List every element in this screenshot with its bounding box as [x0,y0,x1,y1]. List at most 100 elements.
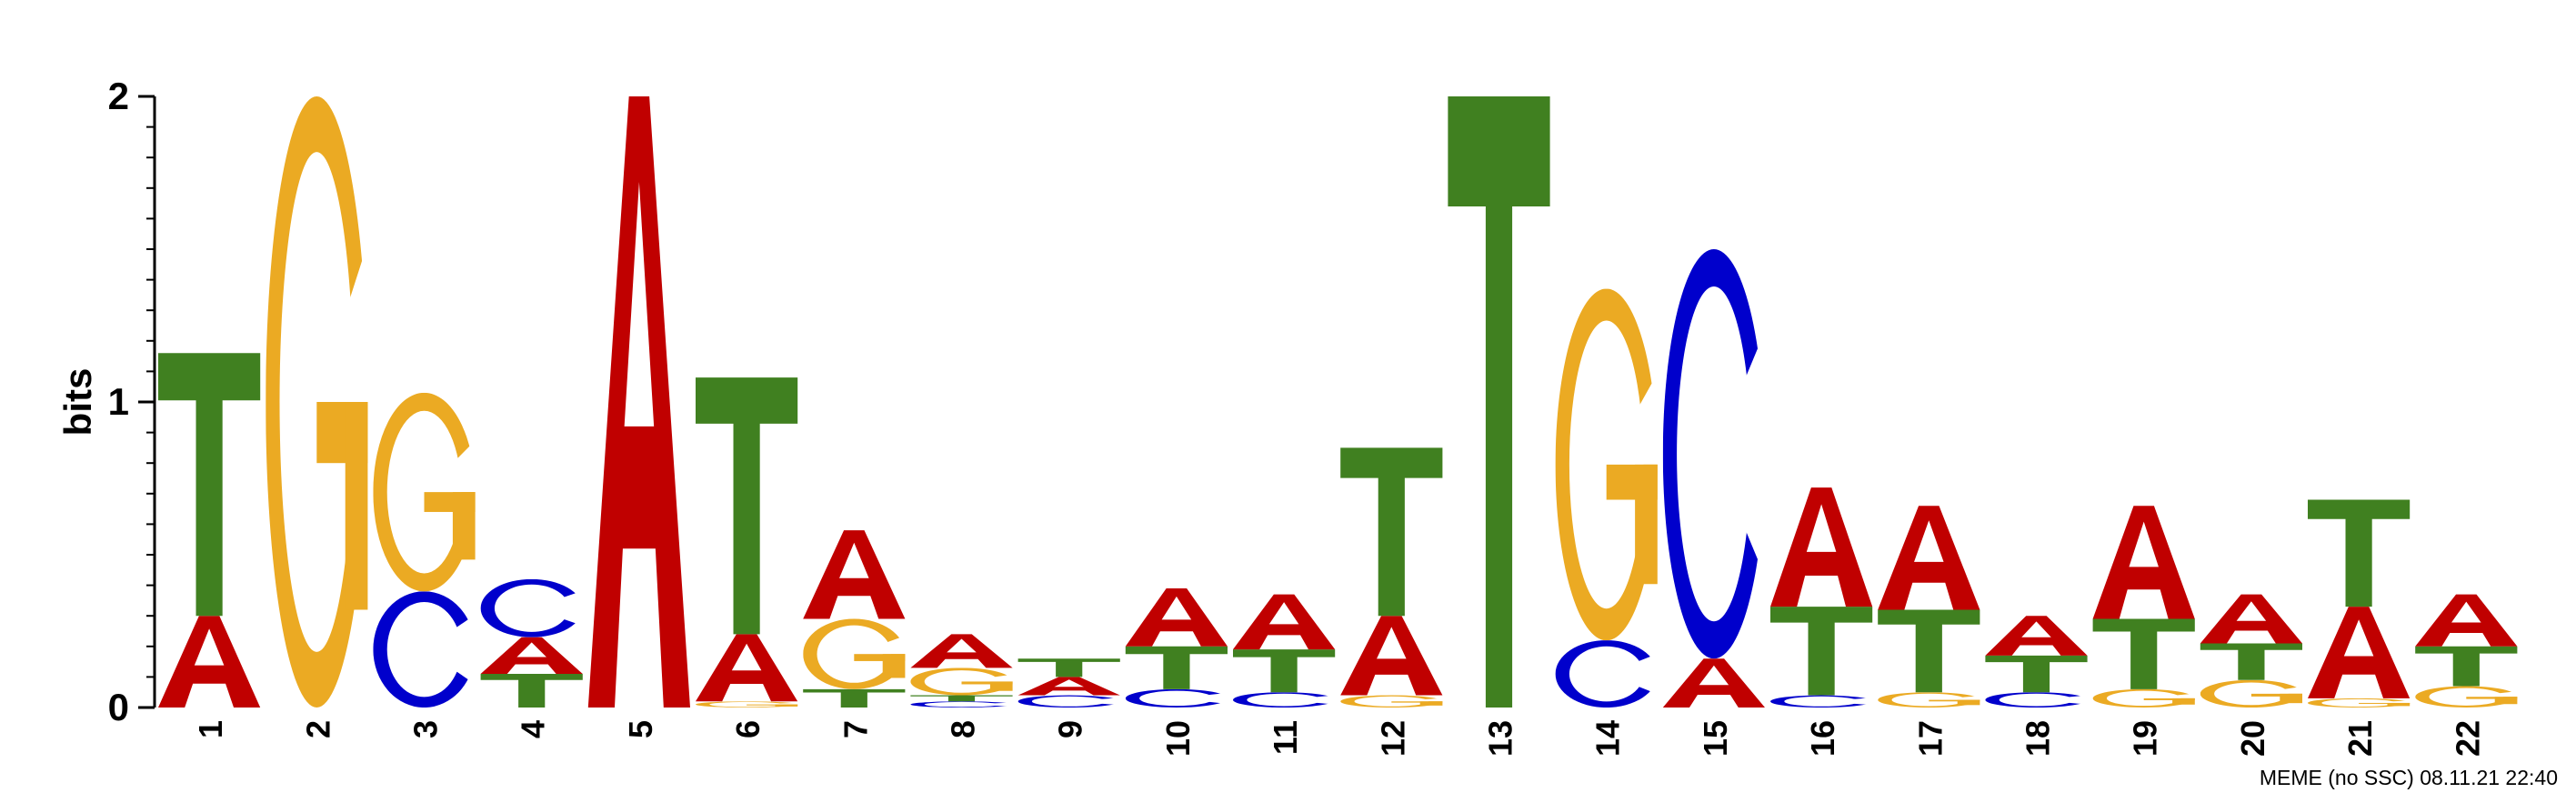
letter-T [910,695,1013,702]
letter-A [803,530,906,619]
x-tick-label: 14 [1589,720,1627,757]
x-tick-label: 16 [1804,720,1841,757]
x-tick-label: 5 [622,720,659,738]
letter-G [2092,688,2195,708]
letter-T [696,377,798,635]
x-tick-label: 6 [729,720,767,738]
position-6-stack [696,377,798,708]
y-axis: 0 1 2 bits [56,75,156,728]
letter-G [1340,695,1443,708]
letter-G [373,392,476,592]
y-tick-label: 2 [108,75,129,117]
x-tick-label: 3 [407,720,445,738]
letter-T [2092,618,2195,689]
y-tick-label: 0 [108,686,129,728]
letter-G [910,667,1013,696]
position-14-stack [1555,288,1658,708]
letter-C [1555,640,1658,708]
position-19-stack [2092,506,2195,708]
x-tick-label: 17 [1911,720,1949,757]
position-3-stack [373,392,476,708]
letter-T [158,353,261,617]
letter-C [1985,692,2088,708]
letter-A [1662,658,1765,708]
position-16-stack [1770,487,1873,708]
letter-C [1233,692,1336,708]
position-5-stack [587,96,690,708]
letter-G [1555,288,1658,640]
letter-C [1662,249,1765,659]
letter-A [2200,594,2302,644]
x-tick-label: 7 [837,720,874,738]
letter-G [803,618,906,689]
x-tick-label: 13 [1482,720,1519,757]
letter-T [803,688,906,708]
letter-A [2092,506,2195,619]
letter-T [1233,649,1336,693]
position-17-stack [1878,506,1980,708]
letter-T [2200,643,2302,680]
letter-T [480,674,583,708]
letter-T [1770,607,1873,696]
letter-A [1233,594,1336,650]
position-15-stack [1662,249,1765,708]
letter-G [2200,679,2302,708]
letter-T [1878,609,1980,693]
letter-G [266,96,368,708]
position-12-stack [1340,447,1443,708]
letter-T [2308,499,2411,607]
letter-A [2308,607,2411,698]
letter-C [910,701,1013,708]
letter-T [1125,646,1228,689]
position-10-stack [1125,587,1228,708]
letter-T [2415,646,2518,687]
x-tick-label: 8 [945,720,982,738]
letter-A [1985,616,2088,656]
letter-A [2415,594,2518,647]
position-2-stack [266,96,368,708]
letter-A [910,634,1013,668]
x-tick-label: 22 [2449,720,2486,757]
letter-G [2308,698,2411,708]
x-tick-label: 12 [1374,720,1411,757]
position-18-stack [1985,616,2088,708]
letter-A [480,637,583,675]
position-13-stack [1448,96,1550,708]
position-11-stack [1233,594,1336,708]
x-tick-label: 20 [2234,720,2271,757]
position-1-stack [158,353,261,708]
position-8-stack [910,634,1013,708]
letter-A [1770,487,1873,607]
letter-A [1125,587,1228,647]
logo-stacks [158,96,2518,708]
letter-C [1017,695,1120,708]
position-20-stack [2200,594,2302,708]
y-tick-label: 1 [108,380,129,423]
x-tick-label: 21 [2341,720,2379,757]
x-tick-label: 4 [515,720,552,738]
letter-A [1340,616,1443,696]
letter-A [696,634,798,702]
x-tick-label: 9 [1052,720,1089,738]
letter-G [2415,686,2518,708]
position-21-stack [2308,499,2411,708]
letter-A [587,96,690,708]
letter-A [158,616,261,708]
x-tick-label: 1 [192,720,229,738]
letter-T [1340,447,1443,617]
x-axis-labels: 1 2 3 4 5 6 7 8 9 10 11 12 13 14 15 16 17 18 19 20 21 22 [192,720,2486,757]
credit-label: MEME (no SSC) 08.11.21 22:40 [2259,766,2558,789]
position-9-stack [1017,658,1120,708]
letter-T [1017,658,1120,678]
letter-C [373,591,476,708]
letter-C [480,578,583,637]
x-tick-label: 19 [2127,720,2164,757]
letter-T [1448,96,1550,708]
position-4-stack [480,578,583,708]
x-tick-label: 10 [1159,720,1197,757]
position-22-stack [2415,594,2518,708]
letter-C [1770,695,1873,708]
x-tick-label: 18 [2020,720,2057,757]
letter-G [1878,692,1980,708]
